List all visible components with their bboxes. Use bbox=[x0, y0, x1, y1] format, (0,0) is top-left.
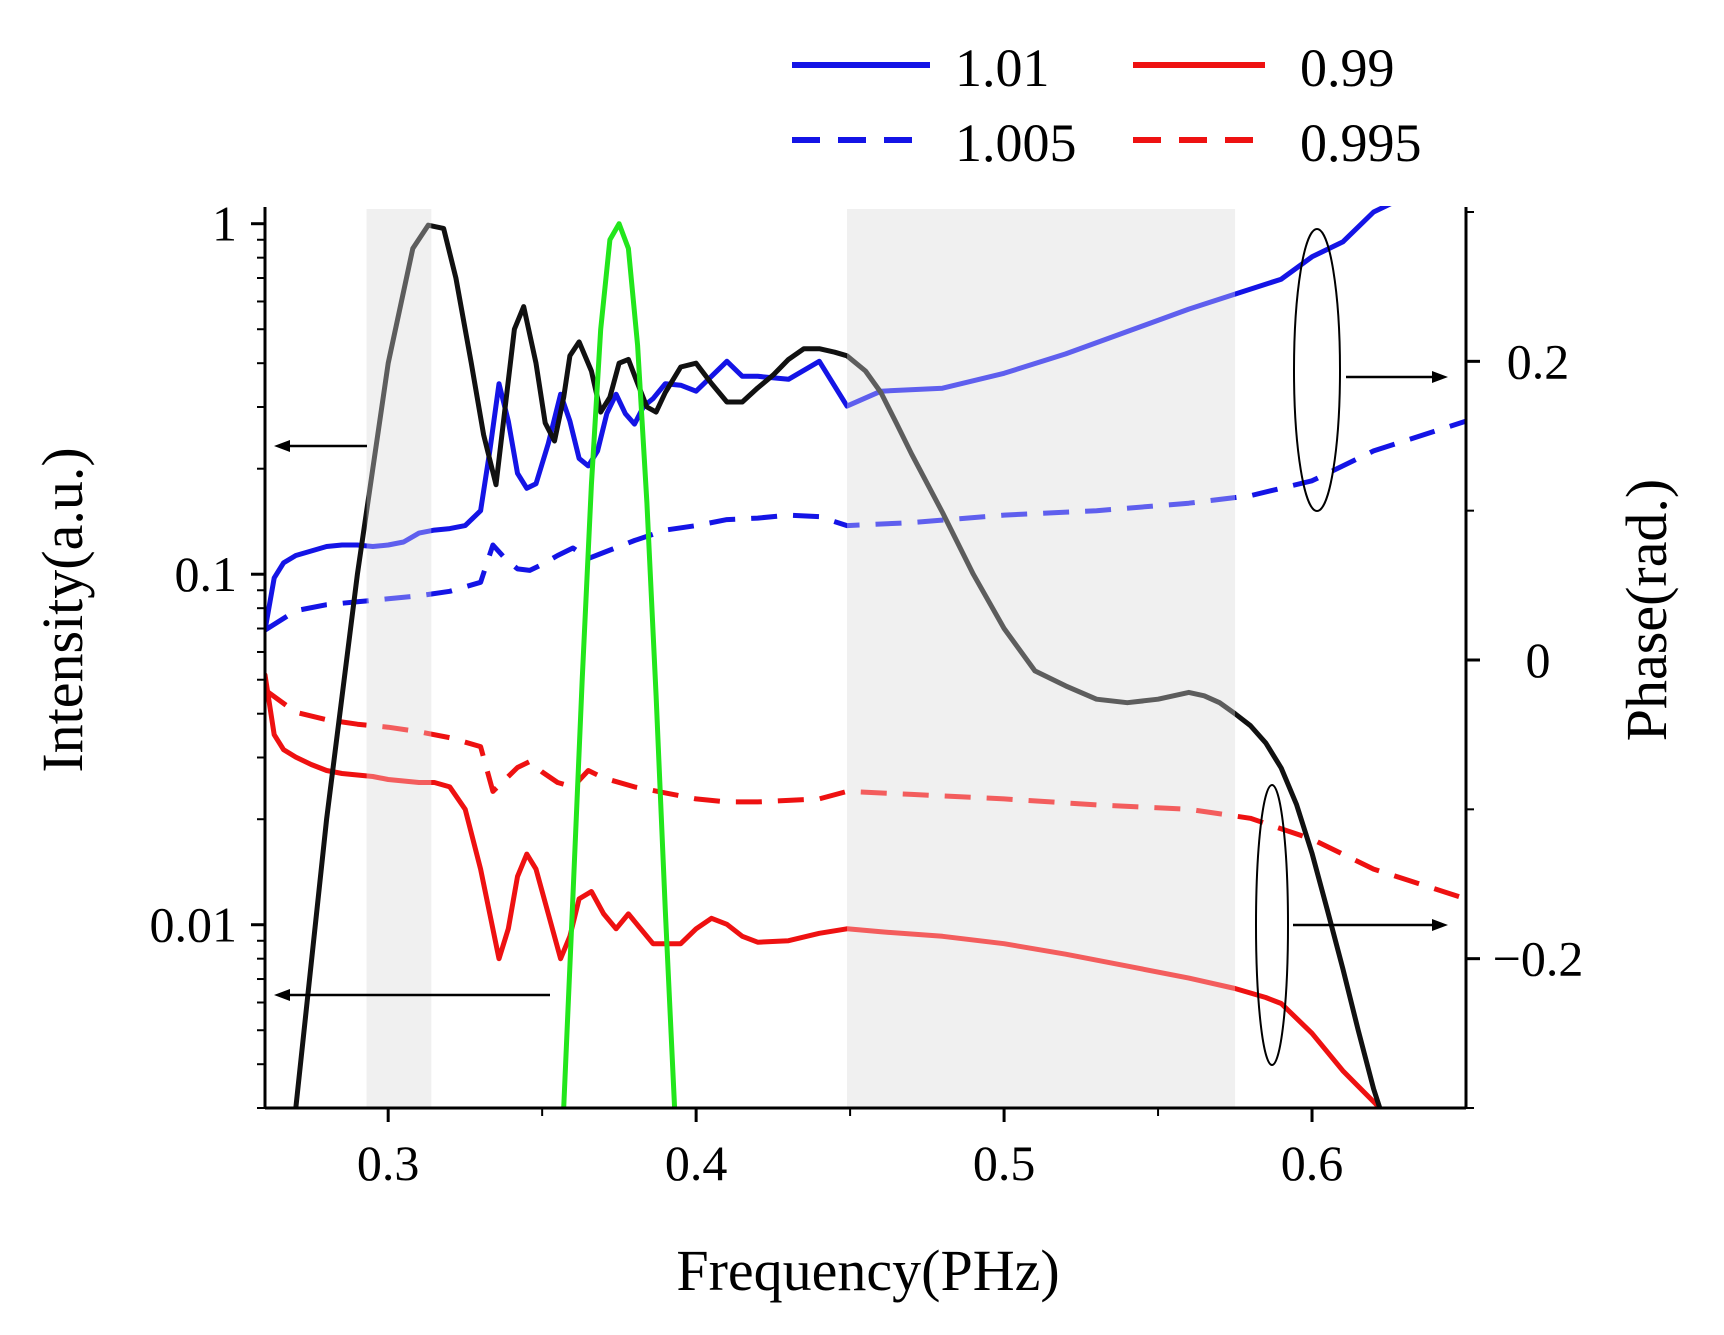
left-arrow-black-head bbox=[274, 440, 290, 452]
x-tick-label: 0.6 bbox=[1281, 1135, 1344, 1191]
series-line-spectrum bbox=[293, 222, 1383, 1108]
right-arrow-blue-head bbox=[1432, 371, 1448, 383]
y-left-tick-label: 1 bbox=[212, 196, 237, 252]
y-right-tick-label: −0.2 bbox=[1493, 931, 1584, 987]
annotations bbox=[274, 228, 1448, 1066]
x-tick-label: 0.4 bbox=[665, 1135, 728, 1191]
legend: 1.01 0.99 1.005 0.995 bbox=[792, 38, 1422, 173]
series-lines bbox=[265, 206, 1466, 1108]
y-right-tick-label: 0 bbox=[1526, 632, 1551, 688]
ellipse-red-phase bbox=[1255, 784, 1289, 1066]
legend-label-1-005: 1.005 bbox=[955, 113, 1077, 173]
shaded-region-2 bbox=[847, 209, 1236, 1108]
axes: 0.3 0.4 0.5 0.6 1 0.1 0.01 0.2 0 −0.2 bbox=[150, 196, 1584, 1191]
series-line-1-01 bbox=[265, 206, 1392, 633]
series-line-pulse bbox=[561, 221, 678, 1108]
legend-label-1-01: 1.01 bbox=[955, 38, 1050, 98]
series-line-0-99 bbox=[265, 672, 1383, 1108]
y-right-tick-label: 0.2 bbox=[1507, 333, 1570, 389]
y-left-tick-label: 0.1 bbox=[175, 546, 238, 602]
x-tick-label: 0.3 bbox=[357, 1135, 420, 1191]
x-axis-label: Frequency(PHz) bbox=[676, 1238, 1059, 1303]
ellipse-blue-phase bbox=[1293, 228, 1341, 512]
left-arrow-green-head bbox=[274, 989, 290, 1001]
shaded-region-wash-1 bbox=[366, 209, 432, 1108]
y-left-tick-label: 0.01 bbox=[150, 897, 238, 953]
right-arrow-red-head bbox=[1432, 919, 1448, 931]
y-left-axis-label: Intensity(a.u.) bbox=[30, 447, 95, 772]
legend-label-0-995: 0.995 bbox=[1300, 113, 1422, 173]
series-line-1-005 bbox=[265, 418, 1466, 633]
series-line-0-995 bbox=[265, 687, 1466, 902]
x-tick-label: 0.5 bbox=[973, 1135, 1036, 1191]
shaded-region-1 bbox=[366, 209, 432, 1108]
shaded-region-wash-2 bbox=[847, 209, 1236, 1108]
legend-label-0-99: 0.99 bbox=[1300, 38, 1395, 98]
y-right-axis-label: Phase(rad.) bbox=[1614, 479, 1679, 742]
shaded-regions bbox=[366, 209, 1236, 1108]
